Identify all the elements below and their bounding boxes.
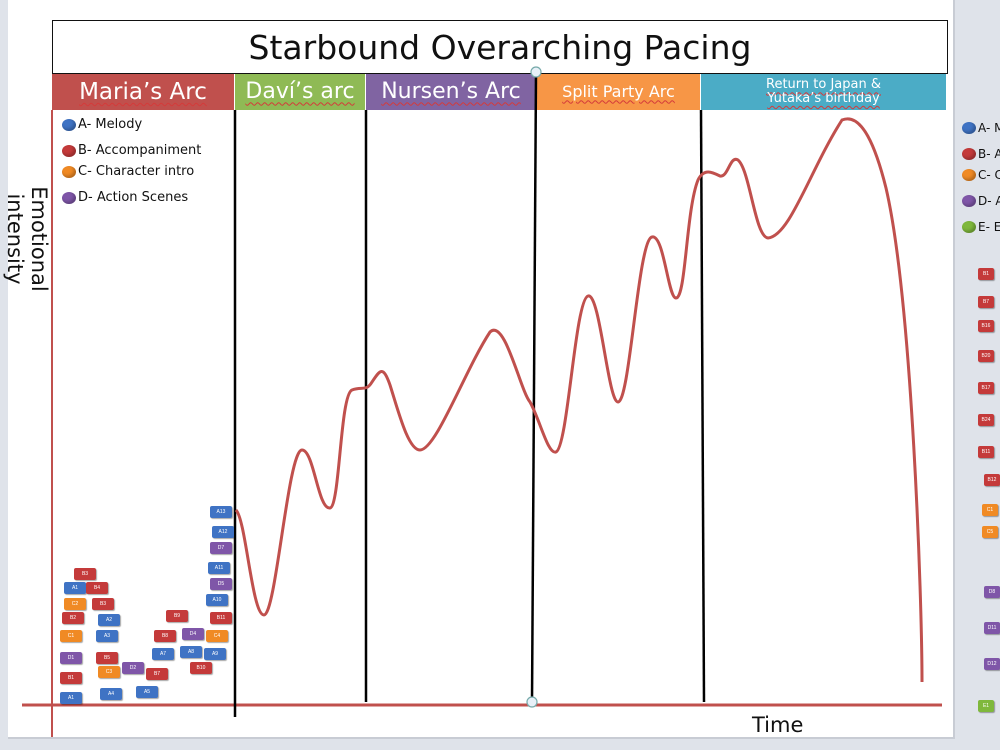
leitmotif-block[interactable]: A13 [210, 506, 232, 518]
leitmotif-block[interactable]: B8 [154, 630, 176, 642]
legend-label: B- Accompaniment [78, 143, 202, 158]
leitmotif-block[interactable]: A5 [136, 686, 158, 698]
emotional-intensity-curve [234, 117, 924, 683]
arc-header-maria: Maria’s Arc [52, 74, 234, 110]
leitmotif-block[interactable]: B1 [60, 672, 82, 684]
leitmotif-block[interactable]: A1 [64, 582, 86, 594]
offslide-block[interactable]: B20 [978, 350, 994, 362]
slide [8, 0, 955, 739]
offslide-block[interactable]: C5 [982, 526, 998, 538]
leitmotif-block[interactable]: B7 [146, 668, 168, 680]
leitmotif-block[interactable]: D2 [122, 662, 144, 674]
legend-item-character-intro: C- Character intro [62, 164, 194, 179]
leitmotif-block[interactable]: A9 [204, 648, 226, 660]
leitmotif-block[interactable]: C3 [98, 666, 120, 678]
offslide-block[interactable]: B12 [984, 474, 1000, 486]
offslide-dot-icon [962, 169, 976, 181]
leitmotif-block[interactable]: A12 [212, 526, 234, 538]
arc-header-nursen: Nursen’s Arc [366, 74, 536, 110]
leitmotif-block[interactable]: A7 [152, 648, 174, 660]
arc-label: Split Party Arc [562, 81, 675, 101]
offslide-dot-icon [962, 148, 976, 160]
offslide-dot-icon [962, 122, 976, 134]
leitmotif-block[interactable]: D5 [210, 578, 232, 590]
legend-item-action-scenes: D- Action Scenes [62, 190, 188, 205]
arc-header-davi: Daví’s arc [235, 74, 365, 110]
chart-title-text: Starbound Overarching Pacing [248, 27, 752, 67]
action-scenes-dot-icon [62, 191, 76, 204]
leitmotif-block[interactable]: B9 [166, 610, 188, 622]
offslide-block[interactable]: E1 [978, 700, 994, 712]
leitmotif-block[interactable]: A1 [60, 692, 82, 704]
leitmotif-block[interactable]: C1 [60, 630, 82, 642]
leitmotif-block[interactable]: B2 [62, 612, 84, 624]
character-intro-dot-icon [62, 165, 76, 178]
leitmotif-block[interactable]: B4 [86, 582, 108, 594]
leitmotif-block[interactable]: D4 [182, 628, 204, 640]
legend-label: A- Melody [78, 117, 143, 132]
leitmotif-block[interactable]: A4 [100, 688, 122, 700]
arc-label: Return to Japan & Yutaka’s birthday [766, 77, 881, 106]
offslide-block[interactable]: D11 [984, 622, 1000, 634]
offslide-legend-item: D- A [962, 194, 1000, 208]
chart-title: Starbound Overarching Pacing [52, 20, 948, 74]
leitmotif-block[interactable]: B10 [190, 662, 212, 674]
x-axis-label: Time [752, 713, 804, 737]
leitmotif-block[interactable]: A10 [206, 594, 228, 606]
offslide-legend-item: E- E [962, 220, 1000, 234]
arc-label: Nursen’s Arc [381, 79, 521, 105]
offslide-block[interactable]: B11 [978, 446, 994, 458]
offslide-block[interactable]: C1 [982, 504, 998, 516]
offslide-dot-icon [962, 221, 976, 233]
offslide-legend-item: C- C [962, 168, 1000, 182]
legend-label: D- Action Scenes [78, 190, 189, 205]
arc-label: Maria’s Arc [79, 78, 207, 105]
leitmotif-block[interactable]: A2 [98, 614, 120, 626]
accompaniment-dot-icon [62, 144, 76, 157]
leitmotif-block[interactable]: A8 [180, 646, 202, 658]
arc-label: Daví’s arc [245, 79, 355, 105]
offslide-dot-icon [962, 195, 976, 207]
leitmotif-block[interactable]: B3 [92, 598, 114, 610]
leitmotif-block[interactable]: D1 [60, 652, 82, 664]
offslide-block[interactable]: D8 [984, 586, 1000, 598]
leitmotif-block[interactable]: C4 [206, 630, 228, 642]
leitmotif-block[interactable]: D7 [210, 542, 232, 554]
offslide-block[interactable]: B1 [978, 268, 994, 280]
leitmotif-block[interactable]: A3 [96, 630, 118, 642]
legend-item-melody: A- Melody [62, 117, 142, 132]
offslide-label: C- C [978, 168, 1000, 182]
offslide-legend-item: B- A [962, 147, 1000, 161]
leitmotif-block[interactable]: B3 [74, 568, 96, 580]
offslide-legend-item: A- M [962, 121, 1000, 135]
resize-handle-bottom[interactable] [526, 696, 538, 708]
offslide-block[interactable]: B24 [978, 414, 994, 426]
offslide-label: B- A [978, 147, 1000, 161]
offslide-block[interactable]: B17 [978, 382, 994, 394]
offslide-label: E- E [978, 220, 1000, 234]
resize-handle-top[interactable] [530, 66, 542, 78]
offslide-block[interactable]: D12 [984, 658, 1000, 670]
offslide-label: A- M [978, 121, 1000, 135]
offslide-label: D- A [978, 194, 1000, 208]
offslide-block[interactable]: B7 [978, 296, 994, 308]
legend-item-accompaniment: B- Accompaniment [62, 143, 201, 158]
divider-return-japan [699, 109, 706, 703]
leitmotif-block[interactable]: B11 [210, 612, 232, 624]
arc-header-return-to-japan: Return to Japan & Yutaka’s birthday [701, 74, 946, 110]
legend-label: C- Character intro [78, 164, 195, 179]
leitmotif-block[interactable]: C2 [64, 598, 86, 610]
leitmotif-block[interactable]: A11 [208, 562, 230, 574]
arc-header-split-party: Split Party Arc [537, 74, 700, 110]
melody-dot-icon [62, 118, 76, 131]
leitmotif-block[interactable]: B5 [96, 652, 118, 664]
divider-split-party[interactable] [530, 71, 538, 703]
offslide-block[interactable]: B16 [978, 320, 994, 332]
